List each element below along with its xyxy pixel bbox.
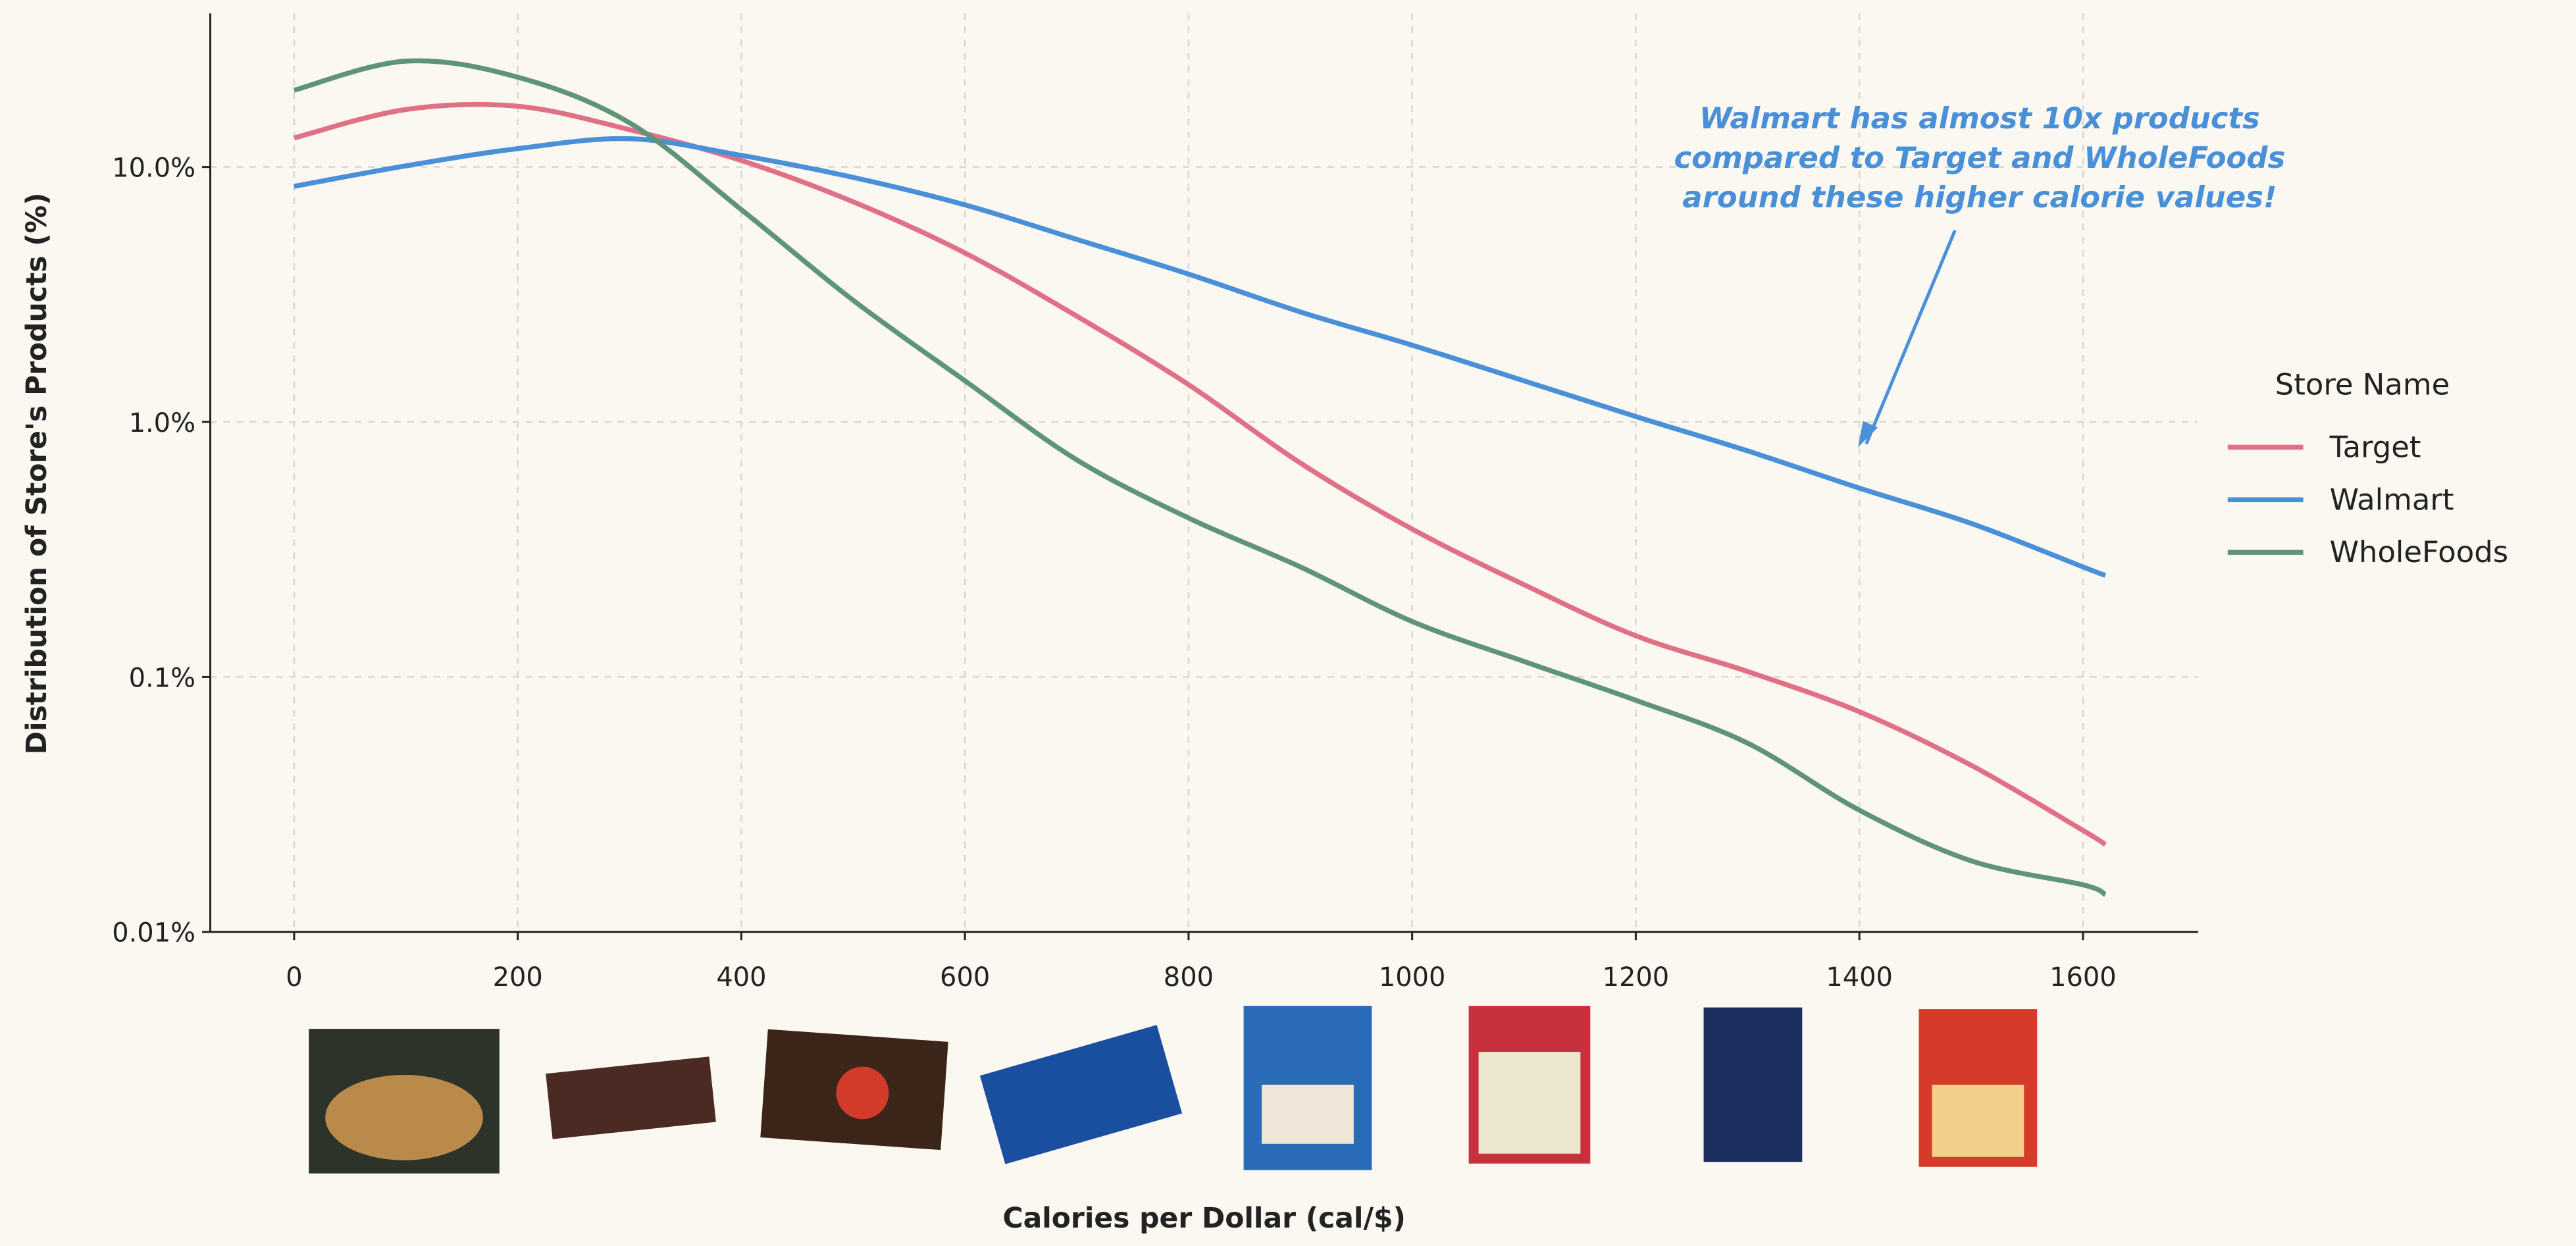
series-line <box>294 136 2107 578</box>
annotation-arrowhead <box>1858 421 1878 448</box>
y-axis-label: Distribution of Store's Products (%) <box>21 192 53 754</box>
product-image <box>546 1056 716 1139</box>
product-image <box>979 1025 1183 1164</box>
x-tick-label: 600 <box>940 962 990 993</box>
x-tick-label: 1600 <box>2049 962 2117 993</box>
legend-title: Store Name <box>2275 367 2450 402</box>
product-image <box>1262 1084 1354 1144</box>
annotation: compared to Target and WholeFoods <box>1674 140 2285 175</box>
x-axis-label: Calories per Dollar (cal/$) <box>1002 1203 1405 1235</box>
product-image <box>325 1074 483 1160</box>
y-tick-label: 10.0% <box>112 153 195 184</box>
product-images <box>309 1006 2038 1174</box>
y-tick-label: 0.1% <box>129 663 195 693</box>
x-tick-label: 400 <box>716 962 766 993</box>
y-tick-label: 0.01% <box>112 918 195 948</box>
x-tick-label: 0 <box>286 962 302 993</box>
product-image <box>1932 1084 2024 1157</box>
product-image <box>1703 1007 1803 1162</box>
annotation-arrow <box>1865 229 1957 445</box>
legend-label: Target <box>2329 429 2421 464</box>
x-tick-label: 1200 <box>1603 962 1670 993</box>
legend-label: WholeFoods <box>2330 534 2509 569</box>
product-image <box>836 1066 889 1120</box>
product-image <box>1478 1052 1581 1154</box>
x-tick-label: 800 <box>1164 962 1214 993</box>
x-tick-label: 200 <box>493 962 543 993</box>
y-tick-label: 1.0% <box>129 408 195 438</box>
annotation: Walmart has almost 10x products <box>1699 101 2260 136</box>
annotation: around these higher calorie values! <box>1682 180 2277 215</box>
x-tick-label: 1400 <box>1826 962 1893 993</box>
series-line <box>293 58 2107 897</box>
plot-area: 0 200 400 600 800 1000 1200 1400 1600 0.01% 0.1% 1.… <box>112 13 2198 993</box>
series-line <box>293 101 2107 847</box>
x-tick-label: 1000 <box>1379 962 1446 993</box>
legend-label: Walmart <box>2330 482 2454 517</box>
